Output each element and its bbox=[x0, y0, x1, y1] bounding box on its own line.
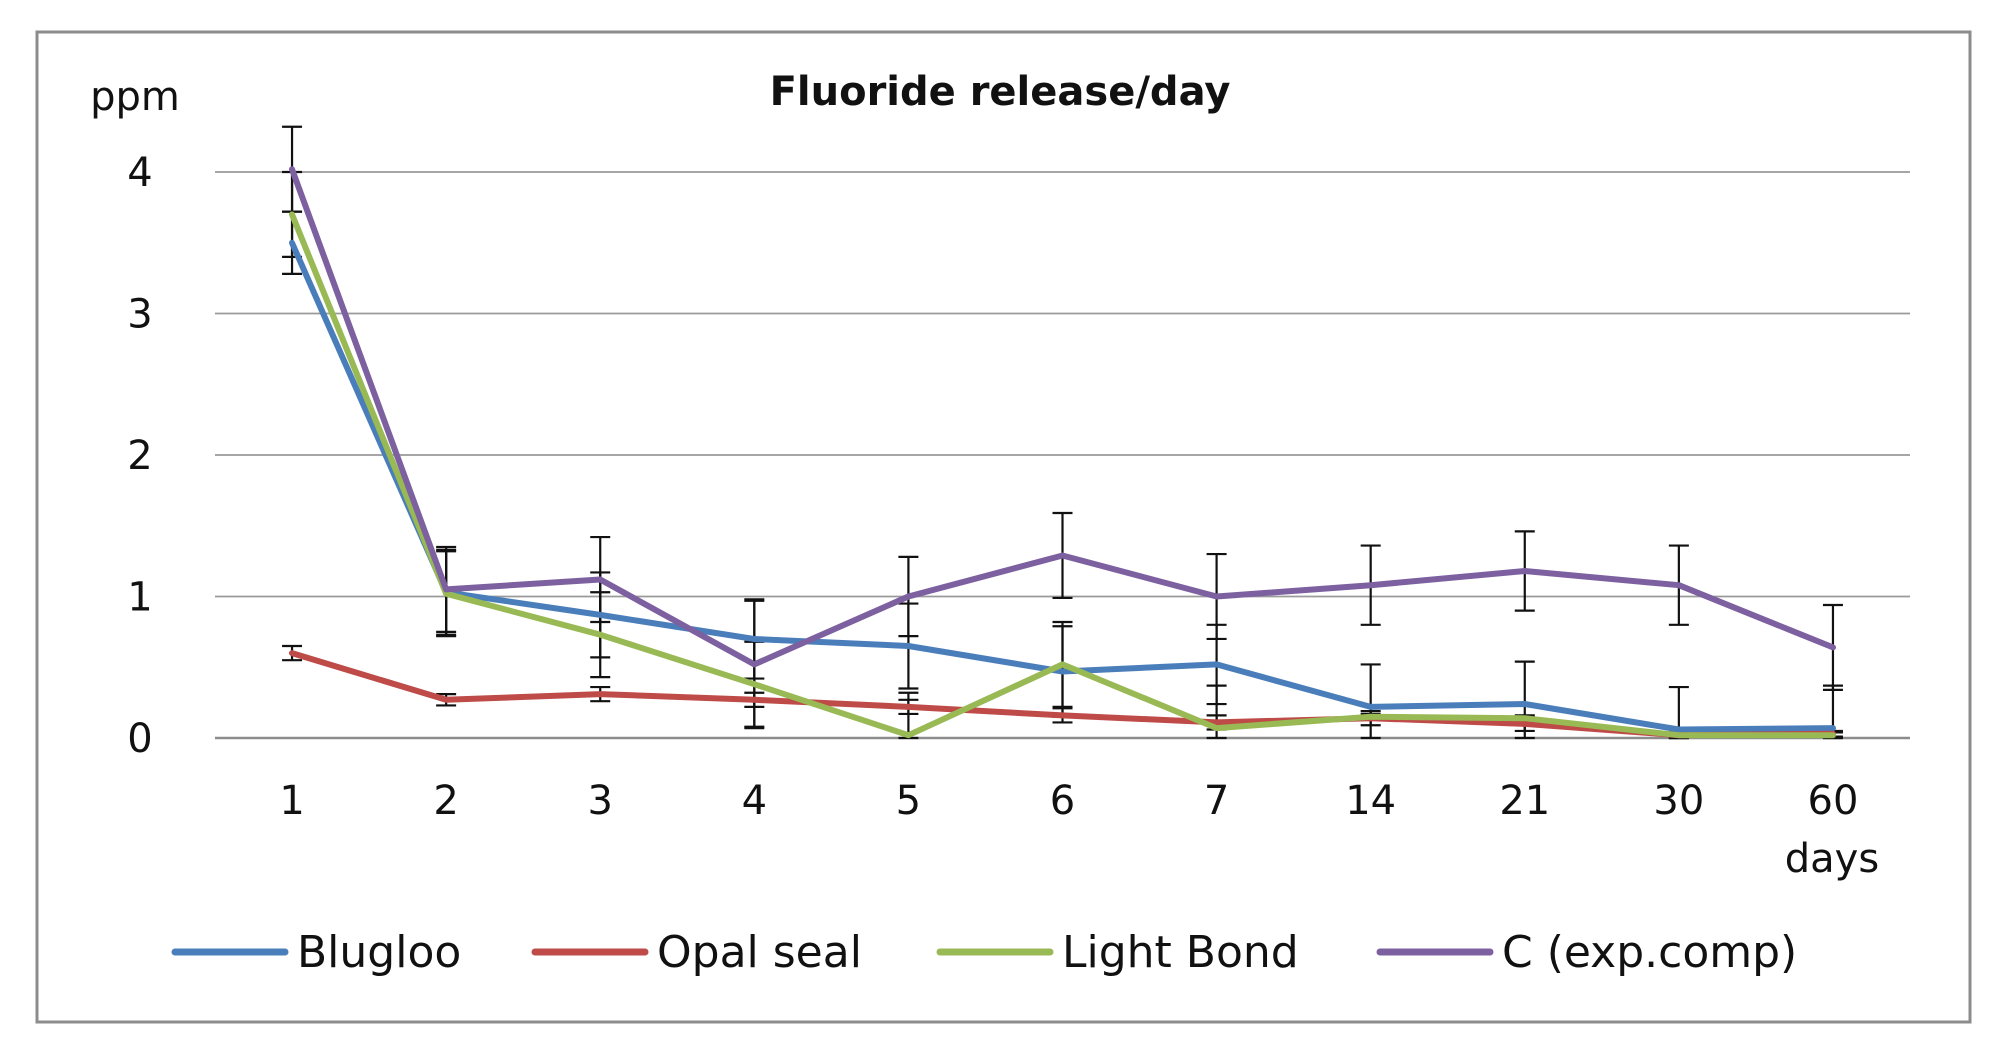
chart-frame bbox=[35, 30, 1972, 1024]
legend-label: Blugloo bbox=[297, 927, 461, 978]
series-line bbox=[289, 166, 1836, 668]
y-axis-ticks: 0 1 2 3 4 bbox=[127, 150, 152, 762]
series-line bbox=[289, 211, 1836, 739]
series-line bbox=[289, 650, 1836, 739]
x-tick-label: 5 bbox=[896, 778, 921, 824]
y-axis-label: ppm bbox=[90, 74, 180, 120]
x-tick-label: 4 bbox=[742, 778, 767, 824]
x-tick-label: 1 bbox=[279, 778, 304, 824]
y-tick-label: 4 bbox=[127, 150, 152, 196]
x-tick-label: 30 bbox=[1653, 778, 1704, 824]
legend-label: Light Bond bbox=[1062, 927, 1299, 978]
y-tick-label: 3 bbox=[127, 292, 152, 338]
legend-label: Opal seal bbox=[657, 927, 862, 978]
x-tick-label: 3 bbox=[588, 778, 613, 824]
series-lines bbox=[289, 166, 1836, 739]
y-tick-label: 0 bbox=[127, 716, 152, 762]
y-tick-label: 1 bbox=[127, 575, 152, 621]
y-tick-label: 2 bbox=[127, 433, 152, 479]
x-tick-label: 6 bbox=[1050, 778, 1075, 824]
legend-label: C (exp.comp) bbox=[1502, 927, 1797, 978]
gridlines bbox=[215, 171, 1910, 740]
chart-title: Fluoride release/day bbox=[770, 69, 1231, 115]
legend: Blugloo Opal seal Light Bond C (exp.comp) bbox=[171, 927, 1797, 978]
x-tick-label: 14 bbox=[1345, 778, 1396, 824]
x-tick-label: 2 bbox=[433, 778, 458, 824]
x-axis-ticks: 1 2 3 4 5 6 7 14 21 30 60 bbox=[279, 778, 1858, 824]
x-tick-label: 60 bbox=[1808, 778, 1859, 824]
x-tick-label: 7 bbox=[1204, 778, 1229, 824]
x-tick-label: 21 bbox=[1499, 778, 1550, 824]
series-line bbox=[289, 239, 1836, 733]
x-axis-label: days bbox=[1785, 836, 1879, 882]
